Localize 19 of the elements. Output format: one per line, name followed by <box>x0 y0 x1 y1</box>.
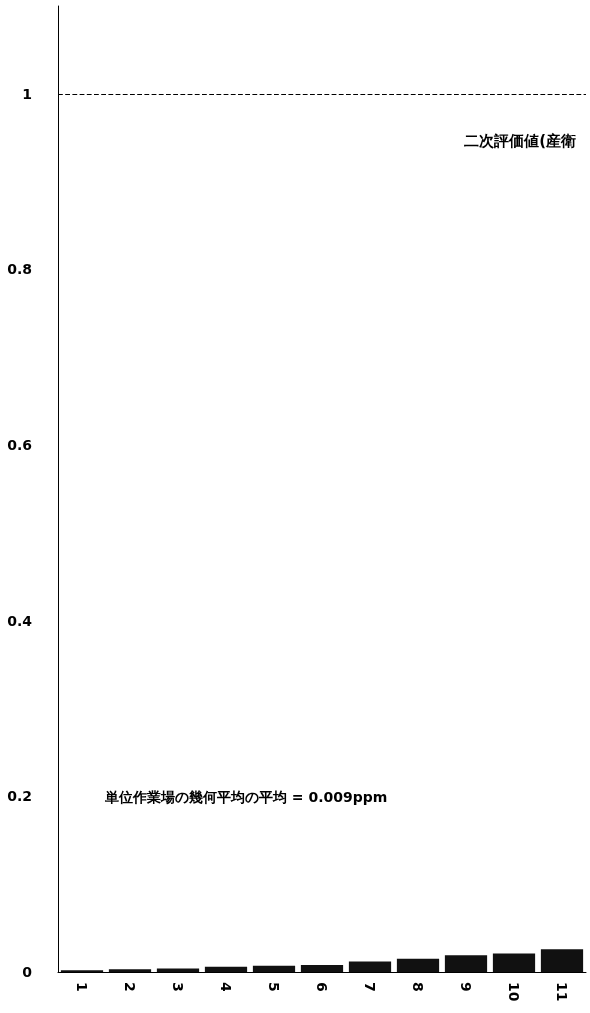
y-tick-label: 0.8 <box>7 261 32 278</box>
x-tick-label: 3 <box>170 982 186 992</box>
x-tick-label: 5 <box>266 982 282 992</box>
y-tick-label: 0 <box>22 964 33 980</box>
x-tick-label: 1 <box>74 982 90 992</box>
ref-line-label: 二次評価値(産衛 <box>464 132 576 151</box>
x-tick-label: 2 <box>122 982 138 992</box>
x-tick-label: 4 <box>218 982 234 992</box>
y-tick-label: 0.4 <box>7 612 33 629</box>
y-tick-label: 0.6 <box>7 437 32 454</box>
x-tick-label: 9 <box>458 982 474 992</box>
x-tick-label: 7 <box>362 982 378 992</box>
x-tick-label: 6 <box>314 982 330 992</box>
annotation: 単位作業場の幾何平均の平均 = 0.009ppm <box>104 789 388 805</box>
x-tick-label: 10 <box>506 982 522 1002</box>
x-tick-label: 8 <box>410 982 426 992</box>
y-tick-label: 1 <box>22 85 32 102</box>
y-tick-label: 0.2 <box>7 788 32 805</box>
x-tick-label: 11 <box>554 982 570 1002</box>
